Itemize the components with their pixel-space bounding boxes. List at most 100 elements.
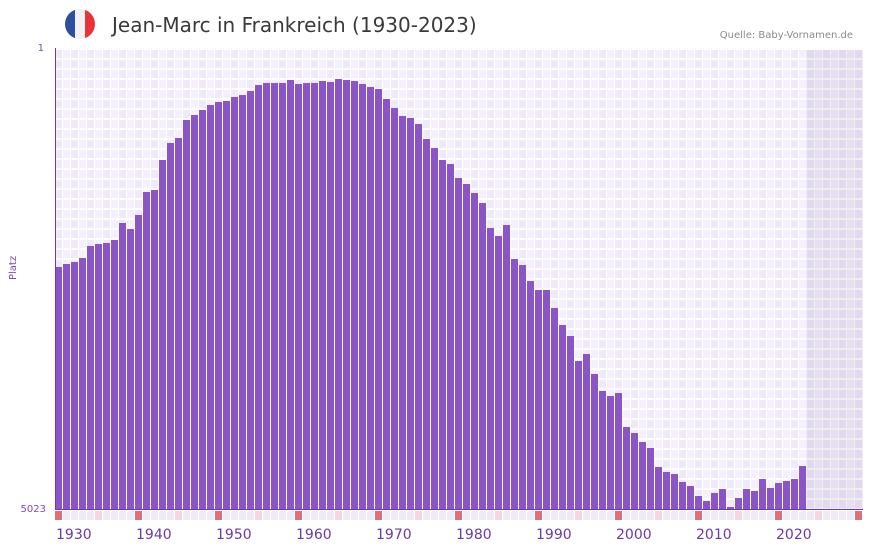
bar-1952[interactable] <box>231 97 238 510</box>
bar-1992[interactable] <box>551 308 558 510</box>
bar-1950[interactable] <box>215 102 222 510</box>
bar-1978[interactable] <box>439 160 446 510</box>
bar-1959[interactable] <box>287 80 294 510</box>
bar-1987[interactable] <box>511 259 518 510</box>
bar-1949[interactable] <box>207 104 214 510</box>
bar-1977[interactable] <box>431 148 438 510</box>
bar-2006[interactable] <box>663 472 670 510</box>
bar-1944[interactable] <box>167 142 174 510</box>
bar-2000[interactable] <box>615 393 622 510</box>
bar-1940[interactable] <box>135 214 142 510</box>
bar-1953[interactable] <box>239 94 246 510</box>
bar-2001[interactable] <box>623 427 630 510</box>
bar-1980[interactable] <box>455 177 462 510</box>
bar-1972[interactable] <box>391 107 398 510</box>
grid-row-line <box>55 138 863 140</box>
bar-2019[interactable] <box>767 488 774 510</box>
bar-1931[interactable] <box>63 264 70 510</box>
bar-1937[interactable] <box>111 239 118 510</box>
bar-2014[interactable] <box>727 506 734 510</box>
bar-1981[interactable] <box>463 184 470 510</box>
bar-2015[interactable] <box>735 498 742 510</box>
bar-2002[interactable] <box>631 432 638 510</box>
bar-1979[interactable] <box>447 164 454 510</box>
bar-2008[interactable] <box>679 481 686 510</box>
bar-1964[interactable] <box>327 81 334 510</box>
bar-1945[interactable] <box>175 138 182 510</box>
bar-1961[interactable] <box>303 82 310 510</box>
bar-1988[interactable] <box>519 264 526 510</box>
bar-1971[interactable] <box>383 99 390 510</box>
bar-1955[interactable] <box>255 85 262 510</box>
bar-1930[interactable] <box>55 267 62 510</box>
bar-2017[interactable] <box>751 491 758 510</box>
bar-1942[interactable] <box>151 189 158 510</box>
bar-1999[interactable] <box>607 395 614 510</box>
bar-1939[interactable] <box>127 228 134 510</box>
bar-1956[interactable] <box>263 82 270 510</box>
bar-2003[interactable] <box>639 442 646 510</box>
bar-1974[interactable] <box>407 117 414 510</box>
bar-1934[interactable] <box>87 246 94 510</box>
bar-1982[interactable] <box>471 192 478 510</box>
bar-1967[interactable] <box>351 80 358 510</box>
bar-1983[interactable] <box>479 202 486 510</box>
bar-1997[interactable] <box>591 373 598 510</box>
bar-2016[interactable] <box>743 489 750 510</box>
bar-1946[interactable] <box>183 119 190 510</box>
bar-1970[interactable] <box>375 89 382 510</box>
bar-1976[interactable] <box>423 139 430 510</box>
bar-1951[interactable] <box>223 101 230 510</box>
bar-2022[interactable] <box>791 479 798 510</box>
year-tick <box>431 511 438 520</box>
bar-1995[interactable] <box>575 360 582 510</box>
bar-2018[interactable] <box>759 479 766 510</box>
bar-1933[interactable] <box>79 258 86 510</box>
year-tick <box>775 511 782 520</box>
bar-1973[interactable] <box>399 116 406 510</box>
bar-1966[interactable] <box>343 80 350 510</box>
bar-2004[interactable] <box>647 448 654 510</box>
bar-1943[interactable] <box>159 160 166 510</box>
bar-2010[interactable] <box>695 496 702 510</box>
bar-1994[interactable] <box>567 335 574 510</box>
bar-1975[interactable] <box>415 124 422 510</box>
bar-1948[interactable] <box>199 110 206 510</box>
bar-1993[interactable] <box>559 324 566 510</box>
bar-1984[interactable] <box>487 227 494 510</box>
bar-1938[interactable] <box>119 223 126 510</box>
year-tick <box>503 511 510 520</box>
bar-1958[interactable] <box>279 82 286 510</box>
bar-2011[interactable] <box>703 501 710 510</box>
bar-1969[interactable] <box>367 87 374 510</box>
bar-1954[interactable] <box>247 91 254 510</box>
bar-1990[interactable] <box>535 289 542 510</box>
bar-1996[interactable] <box>583 354 590 510</box>
bar-2023[interactable] <box>799 466 806 510</box>
bar-2020[interactable] <box>775 482 782 510</box>
bar-2012[interactable] <box>711 493 718 510</box>
bar-1941[interactable] <box>143 191 150 510</box>
bar-2005[interactable] <box>655 467 662 510</box>
bar-1957[interactable] <box>271 82 278 510</box>
grid-column <box>775 50 782 510</box>
bar-1962[interactable] <box>311 82 318 510</box>
bar-1960[interactable] <box>295 83 302 510</box>
bar-1963[interactable] <box>319 80 326 510</box>
bar-2007[interactable] <box>671 474 678 510</box>
bar-1932[interactable] <box>71 262 78 510</box>
bar-2021[interactable] <box>783 480 790 510</box>
year-tick <box>823 511 830 520</box>
bar-1991[interactable] <box>543 289 550 510</box>
bar-1998[interactable] <box>599 391 606 510</box>
bar-1968[interactable] <box>359 83 366 510</box>
bar-2009[interactable] <box>687 486 694 510</box>
bar-1985[interactable] <box>495 236 502 510</box>
bar-1947[interactable] <box>191 115 198 510</box>
bar-1935[interactable] <box>95 244 102 510</box>
bar-1965[interactable] <box>335 79 342 510</box>
bar-1986[interactable] <box>503 225 510 510</box>
bar-1989[interactable] <box>527 281 534 510</box>
bar-2013[interactable] <box>719 489 726 510</box>
bar-1936[interactable] <box>103 243 110 510</box>
